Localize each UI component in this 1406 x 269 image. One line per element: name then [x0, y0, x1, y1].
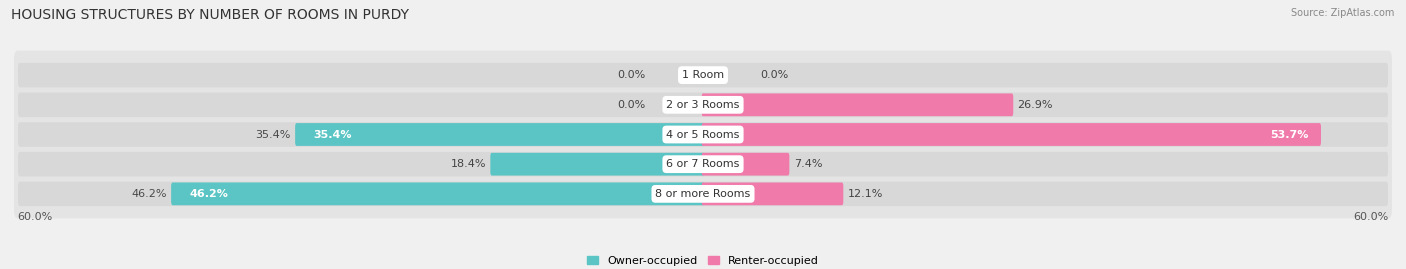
- FancyBboxPatch shape: [18, 122, 704, 147]
- Text: 60.0%: 60.0%: [1353, 212, 1389, 222]
- Text: 35.4%: 35.4%: [256, 129, 291, 140]
- FancyBboxPatch shape: [18, 63, 704, 87]
- FancyBboxPatch shape: [14, 51, 1392, 100]
- FancyBboxPatch shape: [702, 182, 1388, 206]
- Text: 53.7%: 53.7%: [1270, 129, 1308, 140]
- FancyBboxPatch shape: [702, 93, 1388, 117]
- Text: 46.2%: 46.2%: [190, 189, 229, 199]
- FancyBboxPatch shape: [172, 182, 704, 205]
- Text: 6 or 7 Rooms: 6 or 7 Rooms: [666, 159, 740, 169]
- Text: 8 or more Rooms: 8 or more Rooms: [655, 189, 751, 199]
- Text: Source: ZipAtlas.com: Source: ZipAtlas.com: [1291, 8, 1395, 18]
- Text: 46.2%: 46.2%: [131, 189, 167, 199]
- Text: 35.4%: 35.4%: [256, 129, 291, 140]
- Legend: Owner-occupied, Renter-occupied: Owner-occupied, Renter-occupied: [582, 251, 824, 269]
- FancyBboxPatch shape: [18, 182, 704, 206]
- FancyBboxPatch shape: [14, 110, 1392, 159]
- FancyBboxPatch shape: [702, 153, 789, 176]
- Text: 60.0%: 60.0%: [17, 212, 53, 222]
- FancyBboxPatch shape: [14, 80, 1392, 129]
- FancyBboxPatch shape: [702, 182, 844, 205]
- FancyBboxPatch shape: [702, 123, 1322, 146]
- FancyBboxPatch shape: [702, 93, 1014, 116]
- Text: 0.0%: 0.0%: [617, 100, 645, 110]
- FancyBboxPatch shape: [702, 63, 1388, 87]
- FancyBboxPatch shape: [491, 153, 704, 176]
- FancyBboxPatch shape: [295, 123, 704, 146]
- FancyBboxPatch shape: [14, 140, 1392, 189]
- FancyBboxPatch shape: [702, 122, 1388, 147]
- FancyBboxPatch shape: [18, 152, 704, 176]
- Text: 2 or 3 Rooms: 2 or 3 Rooms: [666, 100, 740, 110]
- Text: 1 Room: 1 Room: [682, 70, 724, 80]
- Text: 26.9%: 26.9%: [1018, 100, 1053, 110]
- Text: HOUSING STRUCTURES BY NUMBER OF ROOMS IN PURDY: HOUSING STRUCTURES BY NUMBER OF ROOMS IN…: [11, 8, 409, 22]
- Text: 35.4%: 35.4%: [314, 129, 353, 140]
- FancyBboxPatch shape: [702, 152, 1388, 176]
- Text: 12.1%: 12.1%: [848, 189, 883, 199]
- Text: 0.0%: 0.0%: [617, 70, 645, 80]
- Text: 18.4%: 18.4%: [450, 159, 486, 169]
- Text: 7.4%: 7.4%: [794, 159, 823, 169]
- Text: 46.2%: 46.2%: [131, 189, 167, 199]
- Text: 0.0%: 0.0%: [761, 70, 789, 80]
- FancyBboxPatch shape: [18, 93, 704, 117]
- FancyBboxPatch shape: [14, 169, 1392, 218]
- Text: 4 or 5 Rooms: 4 or 5 Rooms: [666, 129, 740, 140]
